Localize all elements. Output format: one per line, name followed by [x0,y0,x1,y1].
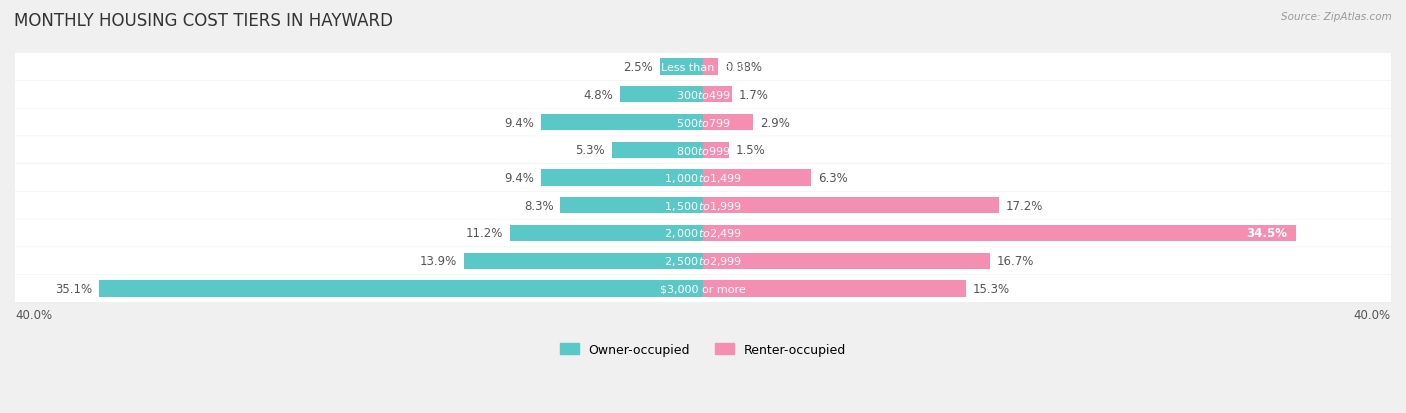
Bar [541,115,703,131]
Bar [703,253,990,269]
FancyBboxPatch shape [15,275,1391,302]
Text: $2,500 to $2,999: $2,500 to $2,999 [664,254,742,268]
Text: 16.7%: 16.7% [997,254,1035,268]
Bar [560,198,703,214]
Text: 15.3%: 15.3% [973,282,1010,295]
Bar [703,87,733,103]
Text: 4.8%: 4.8% [583,88,613,102]
Text: $500 to $799: $500 to $799 [675,117,731,129]
Text: 9.4%: 9.4% [505,171,534,185]
Text: 1.5%: 1.5% [735,144,765,157]
FancyBboxPatch shape [15,220,1391,247]
Text: 1.7%: 1.7% [740,88,769,102]
Bar [612,142,703,159]
Text: $1,500 to $1,999: $1,500 to $1,999 [664,199,742,212]
Legend: Owner-occupied, Renter-occupied: Owner-occupied, Renter-occupied [555,338,851,361]
Bar [620,87,703,103]
Bar [464,253,703,269]
FancyBboxPatch shape [15,247,1391,275]
Text: 2.5%: 2.5% [623,61,654,74]
FancyBboxPatch shape [15,109,1391,136]
Text: 5.3%: 5.3% [575,144,605,157]
FancyBboxPatch shape [15,192,1391,219]
Text: $1,000 to $1,499: $1,000 to $1,499 [664,171,742,185]
Bar [703,281,966,297]
Text: 17.2%: 17.2% [1005,199,1043,212]
Text: 8.3%: 8.3% [524,199,554,212]
Bar [703,225,1296,242]
Text: $800 to $999: $800 to $999 [675,145,731,157]
Text: 35.1%: 35.1% [55,282,93,295]
FancyBboxPatch shape [15,137,1391,164]
Text: 9.4%: 9.4% [505,116,534,129]
Text: $300 to $499: $300 to $499 [675,89,731,101]
Text: 6.3%: 6.3% [818,171,848,185]
Bar [703,142,728,159]
Text: 34.5%: 34.5% [1247,227,1288,240]
Bar [703,115,752,131]
Text: Less than $300: Less than $300 [661,62,745,72]
Bar [659,59,703,76]
FancyBboxPatch shape [15,81,1391,109]
Bar [703,170,811,186]
Text: 40.0%: 40.0% [15,309,52,322]
Text: 0.88%: 0.88% [725,61,762,74]
Text: $3,000 or more: $3,000 or more [661,284,745,294]
FancyBboxPatch shape [15,54,1391,81]
Text: 11.2%: 11.2% [467,227,503,240]
Bar [100,281,703,297]
Bar [703,59,718,76]
Text: 2.9%: 2.9% [759,116,790,129]
Text: Source: ZipAtlas.com: Source: ZipAtlas.com [1281,12,1392,22]
Text: $2,000 to $2,499: $2,000 to $2,499 [664,227,742,240]
Bar [703,198,998,214]
Text: 13.9%: 13.9% [420,254,457,268]
FancyBboxPatch shape [15,164,1391,192]
Text: MONTHLY HOUSING COST TIERS IN HAYWARD: MONTHLY HOUSING COST TIERS IN HAYWARD [14,12,394,30]
Text: 40.0%: 40.0% [1354,309,1391,322]
Bar [510,225,703,242]
Bar [541,170,703,186]
